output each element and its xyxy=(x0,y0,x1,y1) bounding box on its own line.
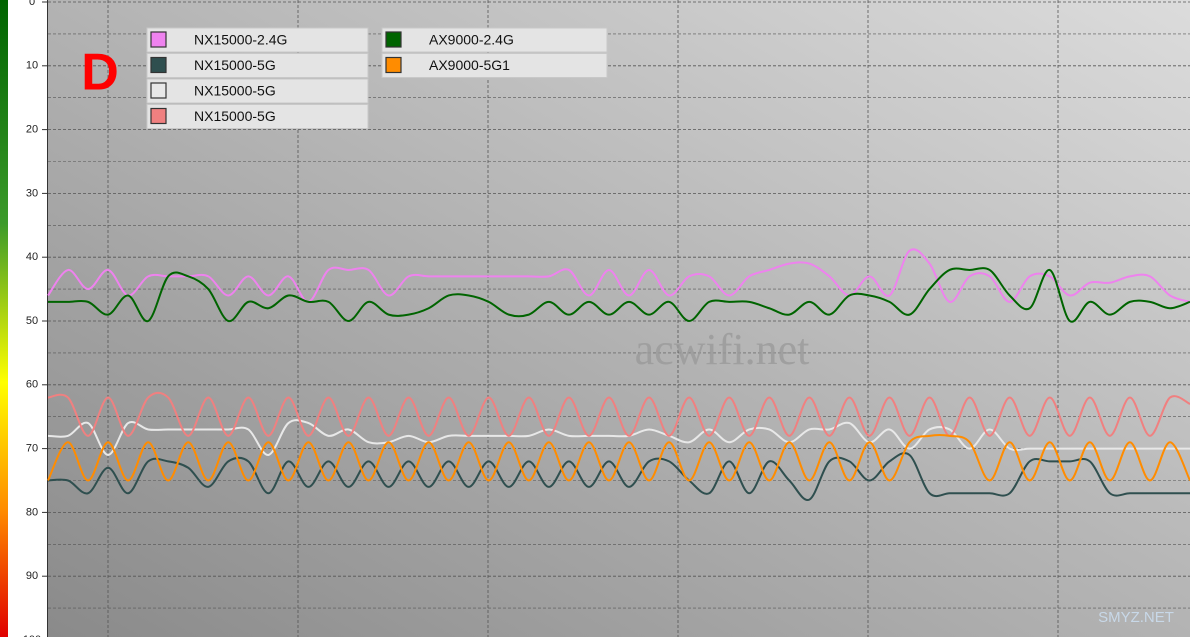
legend-label: AX9000-2.4G xyxy=(429,32,514,48)
legend-row xyxy=(146,78,369,104)
legend-label: NX15000-5G xyxy=(194,83,276,99)
legend-swatch xyxy=(150,107,167,125)
y-tick-label: 10 xyxy=(26,60,38,72)
legend-row xyxy=(381,27,608,53)
legend-swatch xyxy=(150,31,167,48)
legend-row xyxy=(146,27,369,53)
y-tick-label: 100 xyxy=(23,634,41,637)
y-tick-label: 80 xyxy=(26,506,38,518)
watermark: acwifi.net xyxy=(635,325,810,374)
watermark: SMYZ.NET xyxy=(1098,609,1174,626)
series-line xyxy=(47,419,1190,456)
legend-row xyxy=(381,53,608,78)
legend-swatch xyxy=(150,82,167,99)
legend-swatch xyxy=(150,56,167,74)
legend-label: NX15000-5G xyxy=(194,108,276,124)
legend-swatch xyxy=(385,56,402,74)
legend-label: AX9000-5G1 xyxy=(429,57,510,73)
color-bar xyxy=(0,0,8,637)
y-tick-label: 30 xyxy=(26,187,38,199)
annotation: D xyxy=(81,44,119,102)
y-tick-label: 40 xyxy=(26,251,38,263)
y-tick-label: 50 xyxy=(26,315,38,327)
legend-label: NX15000-2.4G xyxy=(194,32,287,48)
y-tick-label: 70 xyxy=(26,443,38,455)
legend-row xyxy=(146,53,369,78)
legend-row xyxy=(146,104,369,129)
y-tick-label: 90 xyxy=(26,570,38,582)
y-tick-label: 60 xyxy=(26,379,38,391)
series-line xyxy=(47,434,1190,482)
series-line xyxy=(47,248,1190,303)
series-line xyxy=(47,452,1190,501)
legend-swatch xyxy=(385,31,402,48)
y-tick-label: 0 xyxy=(29,0,35,8)
y-tick-label: 20 xyxy=(26,124,38,136)
series-line xyxy=(48,267,1190,323)
series-line xyxy=(47,391,1190,437)
legend-label: NX15000-5G xyxy=(194,57,276,73)
